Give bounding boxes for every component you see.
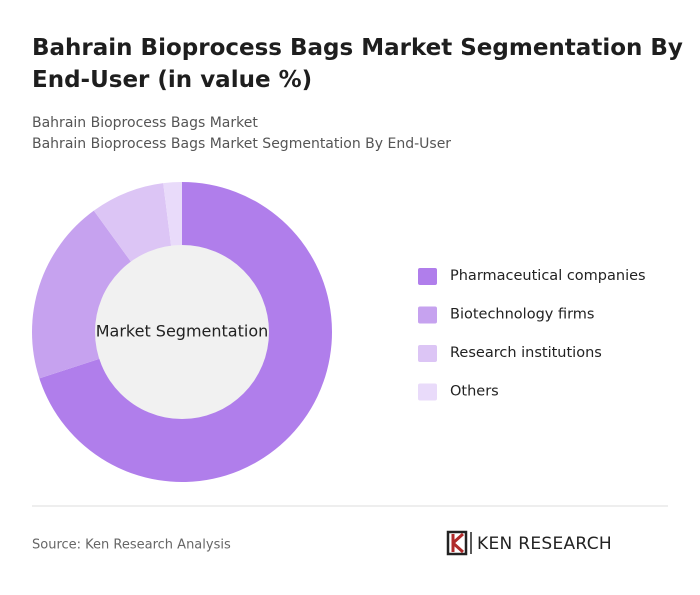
center-label: Market Segmentation bbox=[96, 322, 269, 341]
source: Source: Ken Research Analysis bbox=[32, 538, 231, 553]
logo-icon bbox=[446, 530, 472, 556]
legend-swatch bbox=[418, 306, 437, 324]
legend-swatch bbox=[418, 383, 437, 401]
legend-label: Research institutions bbox=[450, 345, 602, 361]
legend-label: Pharmaceutical companies bbox=[450, 268, 646, 284]
legend-swatch bbox=[418, 345, 437, 362]
donut-hole bbox=[95, 245, 269, 419]
brand: KEN RESEARCH bbox=[477, 534, 612, 554]
legend-swatch bbox=[418, 268, 437, 285]
subtitle: Bahrain Bioprocess Bags Market Segmentat… bbox=[32, 136, 451, 152]
legend-label: Others bbox=[450, 384, 499, 400]
legend-label: Biotechnology firms bbox=[450, 307, 595, 323]
legend: Pharmaceutical companies Biotechnology fi… bbox=[418, 268, 646, 401]
subtitle: Bahrain Bioprocess Bags Market bbox=[32, 115, 258, 131]
chart-title: Bahrain Bioprocess Bags Market Segmentat… bbox=[32, 35, 683, 93]
